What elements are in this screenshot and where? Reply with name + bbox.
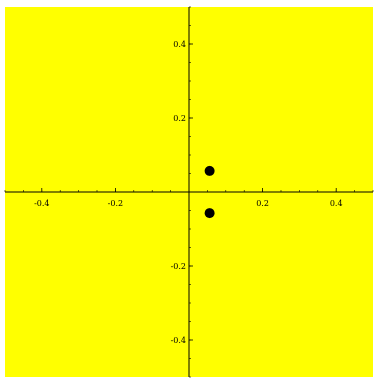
x-tick-label: 0.4: [330, 199, 343, 208]
data-point: [204, 208, 215, 219]
y-tick-label: 0.2: [173, 114, 186, 123]
x-tick-label: -0.4: [34, 199, 49, 208]
data-points: [204, 165, 215, 219]
y-tick-label: 0.4: [173, 40, 186, 49]
x-tick-label: 0.2: [256, 199, 269, 208]
y-tick-label: -0.2: [171, 262, 186, 271]
tick-labels: -0.4 -0.2 0.2 0.4 0.4 0.2 -0.2 -0.4: [34, 40, 342, 345]
x-tick-label: -0.2: [108, 199, 123, 208]
major-ticks: [41, 43, 337, 341]
y-tick-label: -0.4: [171, 336, 186, 345]
data-point: [204, 165, 215, 176]
